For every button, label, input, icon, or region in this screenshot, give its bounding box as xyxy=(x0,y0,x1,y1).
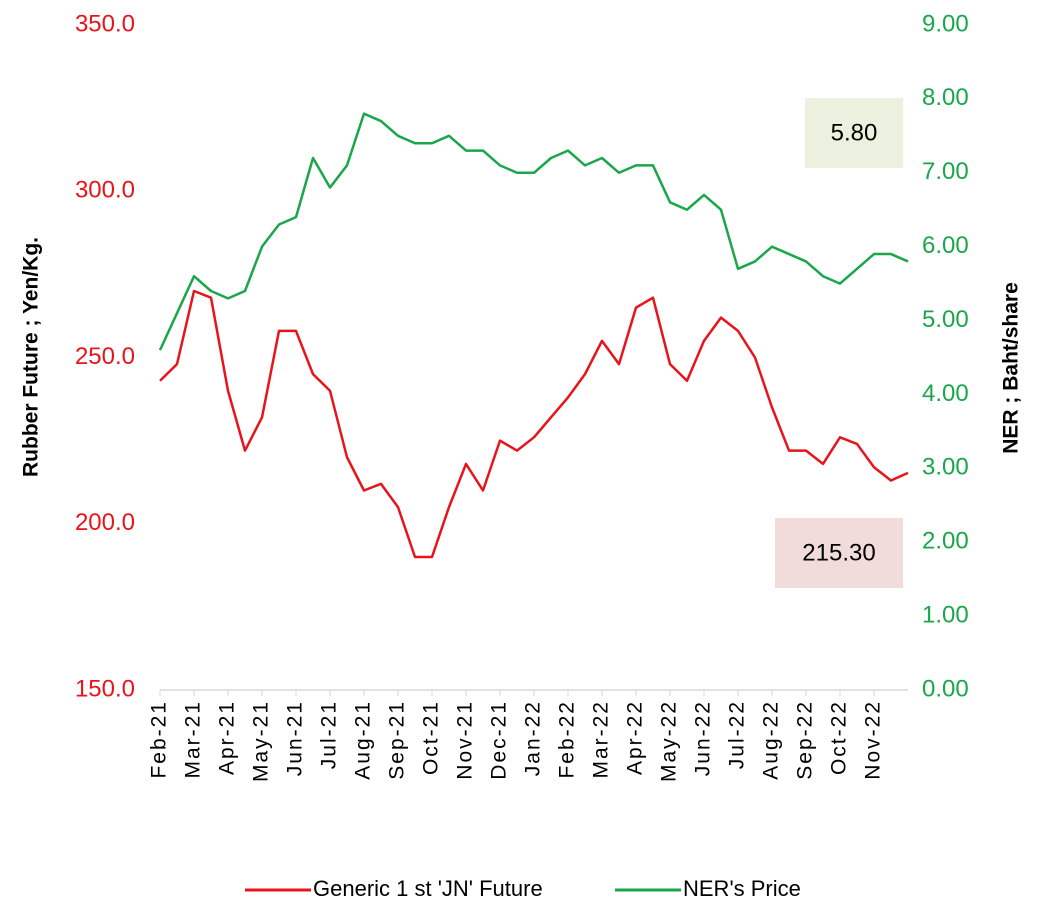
y2-tick-label: 6.00 xyxy=(922,232,969,259)
x-tick-label: Apr-22 xyxy=(624,700,647,775)
legend-label: Generic 1 st 'JN' Future xyxy=(313,876,543,901)
y2-tick-label: 2.00 xyxy=(922,528,969,555)
x-tick-label: Jul-21 xyxy=(318,700,341,769)
y-tick-label: 300.0 xyxy=(75,177,135,204)
x-tick-label: Jul-22 xyxy=(726,700,749,769)
annotation: 215.30 xyxy=(802,539,875,566)
y2-tick-label: 0.00 xyxy=(922,675,969,702)
series-line xyxy=(159,289,909,559)
x-tick-label: Jan-22 xyxy=(522,700,545,776)
y2-axis-label: NER ; Baht/share xyxy=(1000,282,1023,454)
x-tick-label: Oct-22 xyxy=(828,700,851,775)
y-tick-label: 250.0 xyxy=(75,343,135,370)
x-tick-label: Sep-22 xyxy=(794,700,817,780)
x-tick-label: Feb-21 xyxy=(148,700,171,779)
x-tick-label: Jun-21 xyxy=(284,700,307,776)
y-tick-label: 150.0 xyxy=(75,675,135,702)
y2-tick-label: 8.00 xyxy=(922,84,969,111)
x-tick-label: Jun-22 xyxy=(692,700,715,776)
y2-tick-label: 9.00 xyxy=(922,10,969,37)
x-tick-label: Nov-22 xyxy=(862,700,885,780)
annotation-box xyxy=(775,518,903,588)
y2-tick-label: 4.00 xyxy=(922,380,969,407)
legend-label: NER's Price xyxy=(683,876,801,901)
y2-tick-label: 5.00 xyxy=(922,306,969,333)
y-tick-label: 200.0 xyxy=(75,509,135,536)
x-tick-label: May-21 xyxy=(250,700,273,782)
y2-tick-label: 7.00 xyxy=(922,158,969,185)
series-line xyxy=(158,112,909,351)
x-tick-label: Oct-21 xyxy=(420,700,443,775)
x-tick-label: Sep-21 xyxy=(386,700,409,780)
annotation: 5.80 xyxy=(831,119,878,146)
x-tick-label: May-22 xyxy=(658,700,681,782)
x-tick-label: Nov-21 xyxy=(454,700,477,780)
y2-tick-label: 3.00 xyxy=(922,454,969,481)
x-tick-label: Feb-22 xyxy=(556,700,579,779)
annotation-box xyxy=(805,98,903,168)
y2-tick-label: 1.00 xyxy=(922,601,969,628)
x-tick-label: Dec-21 xyxy=(488,700,511,780)
x-tick-label: Aug-22 xyxy=(760,700,783,780)
x-tick-label: Mar-21 xyxy=(182,700,205,779)
x-tick-label: Aug-21 xyxy=(352,700,375,780)
y-axis-label: Rubber Future ; Yen/Kg. xyxy=(20,237,43,477)
x-tick-label: Mar-22 xyxy=(590,700,613,779)
y-tick-label: 350.0 xyxy=(75,10,135,37)
x-tick-label: Apr-21 xyxy=(216,700,239,775)
